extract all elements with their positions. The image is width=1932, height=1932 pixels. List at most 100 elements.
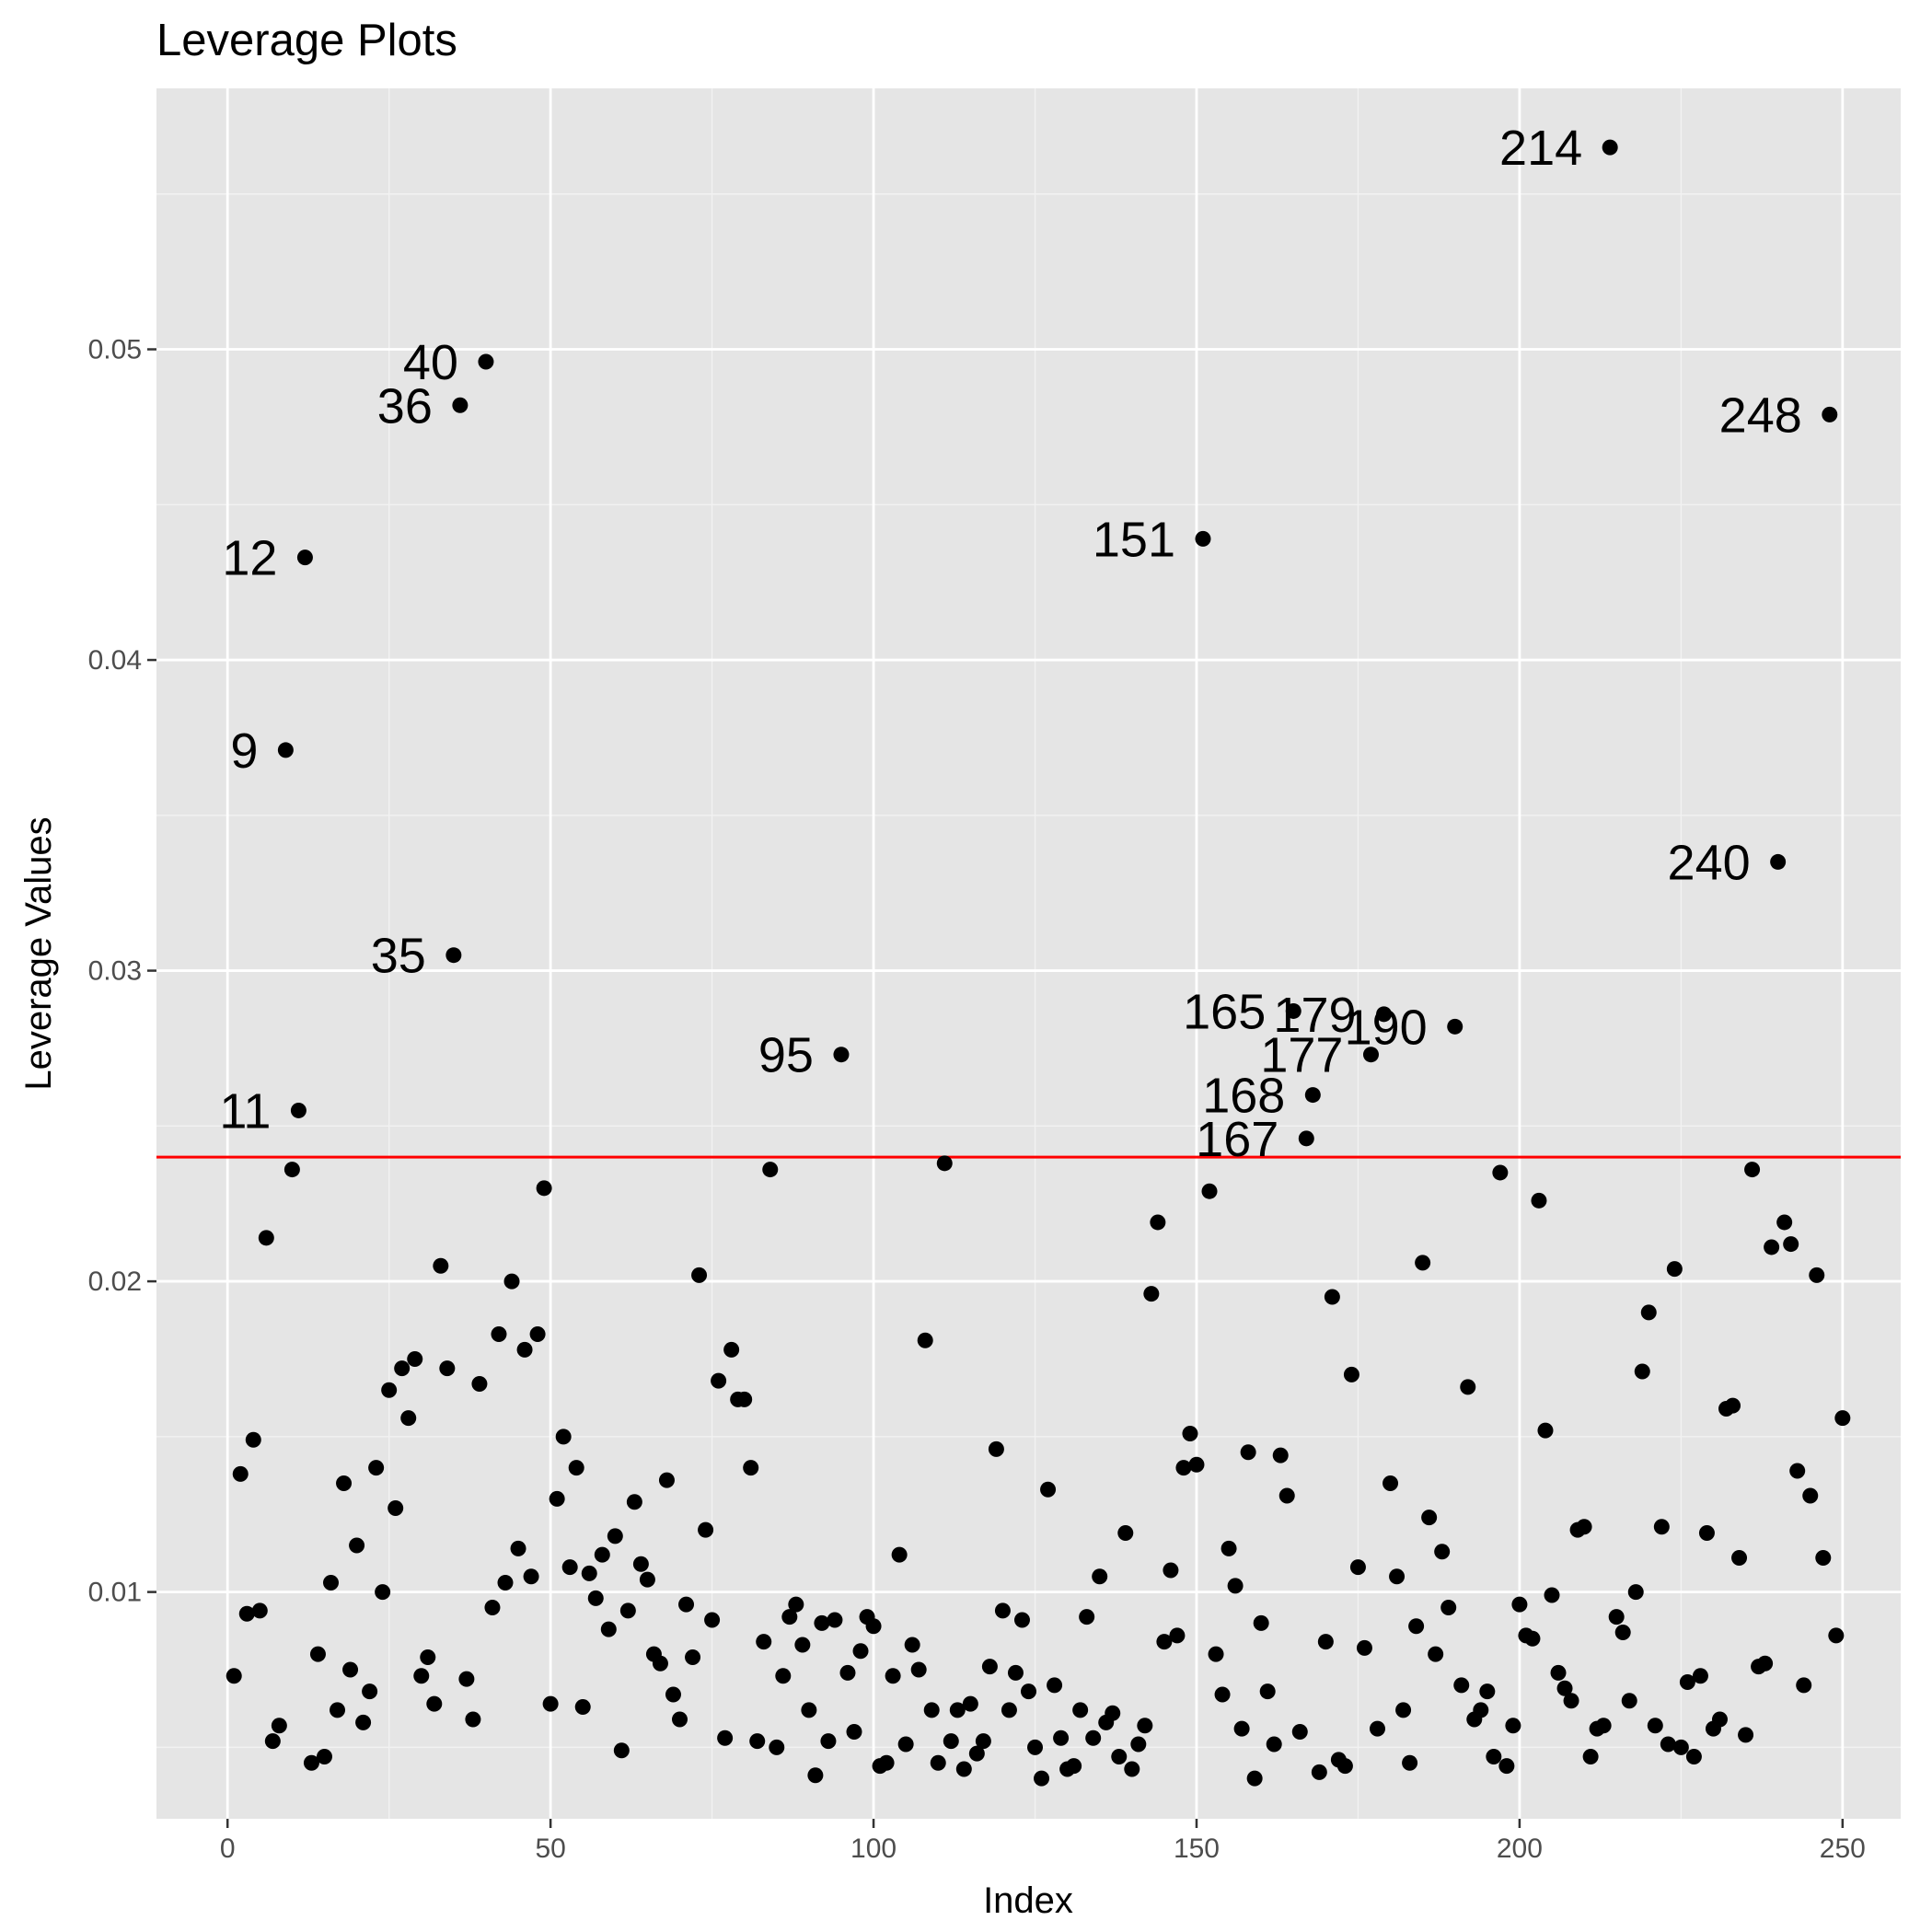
data-point (885, 1668, 901, 1684)
data-point (1647, 1718, 1663, 1734)
data-point (1744, 1162, 1761, 1178)
data-point (407, 1350, 423, 1367)
data-point (1188, 1456, 1205, 1473)
data-point (833, 1047, 850, 1063)
data-point (1479, 1683, 1496, 1700)
data-point (1653, 1519, 1670, 1535)
data-point (1679, 1673, 1695, 1690)
data-point (814, 1614, 830, 1631)
x-tick-label: 250 (1820, 1834, 1866, 1864)
data-point (904, 1637, 920, 1653)
minor-gridlines (156, 88, 1901, 1819)
data-point (226, 1668, 242, 1684)
data-point (1169, 1627, 1186, 1644)
data-point (639, 1571, 655, 1588)
data-point (342, 1661, 359, 1678)
data-point (1608, 1609, 1625, 1625)
data-point (1556, 1680, 1573, 1696)
data-point (1802, 1487, 1819, 1504)
data-point (762, 1162, 779, 1178)
x-tick-label: 100 (850, 1834, 897, 1864)
data-point (607, 1528, 623, 1544)
data-point (1304, 1087, 1321, 1104)
data-point (458, 1671, 475, 1687)
data-point (1111, 1748, 1128, 1764)
data-point (1731, 1549, 1748, 1566)
data-point (1382, 1475, 1399, 1491)
data-point (1524, 1630, 1541, 1647)
data-point (1291, 1723, 1308, 1740)
data-point (1505, 1718, 1521, 1734)
data-point (1550, 1664, 1567, 1681)
data-point (1150, 1214, 1166, 1231)
data-point (1389, 1568, 1406, 1585)
data-point (1085, 1730, 1102, 1746)
data-point (878, 1754, 895, 1771)
data-point (1711, 1711, 1728, 1728)
data-point (1117, 1524, 1134, 1541)
data-point (1298, 1130, 1314, 1147)
data-point (1447, 1018, 1463, 1035)
data-point (1040, 1481, 1057, 1498)
data-point (1809, 1267, 1825, 1283)
point-label: 165 (1183, 984, 1266, 1039)
data-point (1246, 1770, 1263, 1787)
data-point (865, 1618, 882, 1635)
data-point (1822, 406, 1838, 422)
data-point (1595, 1718, 1612, 1734)
point-label: 11 (219, 1083, 271, 1139)
data-point (1259, 1683, 1276, 1700)
data-point (264, 1733, 281, 1750)
data-point (936, 1155, 953, 1172)
data-point (1621, 1693, 1637, 1709)
data-point (426, 1695, 443, 1712)
data-point (788, 1596, 804, 1613)
data-point (1828, 1627, 1845, 1644)
data-point (1156, 1634, 1173, 1650)
data-point (1415, 1255, 1431, 1271)
data-point (988, 1440, 1004, 1457)
data-point (1408, 1618, 1425, 1635)
data-point (736, 1391, 753, 1407)
data-point (1105, 1705, 1121, 1721)
data-point (1738, 1727, 1754, 1743)
point-label: 12 (222, 531, 277, 586)
data-point (1072, 1702, 1089, 1718)
data-point (1370, 1720, 1385, 1737)
data-point (394, 1360, 411, 1377)
data-point (917, 1332, 933, 1348)
data-point (420, 1649, 436, 1665)
data-point (290, 1102, 307, 1118)
data-point (1666, 1261, 1683, 1278)
x-tick-label: 50 (535, 1834, 565, 1864)
data-point (1311, 1764, 1327, 1780)
data-point (743, 1460, 759, 1476)
data-point (587, 1590, 604, 1606)
y-tick-label: 0.04 (88, 645, 142, 676)
data-point (574, 1698, 591, 1715)
data-point (529, 1325, 546, 1342)
data-point (1021, 1683, 1036, 1700)
data-point (1486, 1748, 1502, 1764)
data-point (1272, 1447, 1289, 1463)
data-point (691, 1267, 708, 1283)
data-point (1492, 1164, 1509, 1181)
data-point (296, 550, 313, 566)
data-point (1473, 1702, 1489, 1718)
data-point (1227, 1578, 1244, 1594)
point-label: 177 (1260, 1028, 1343, 1083)
data-point (839, 1664, 856, 1681)
point-label: 240 (1668, 835, 1751, 890)
data-point (1660, 1736, 1676, 1753)
data-point (1324, 1289, 1340, 1305)
data-point (1053, 1730, 1070, 1746)
chart-title: Leverage Plots (156, 16, 457, 65)
point-label: 151 (1093, 512, 1175, 567)
data-point (1576, 1519, 1592, 1535)
data-point (704, 1612, 721, 1628)
data-point (271, 1718, 287, 1734)
data-point (1137, 1718, 1153, 1734)
data-point (852, 1643, 869, 1660)
